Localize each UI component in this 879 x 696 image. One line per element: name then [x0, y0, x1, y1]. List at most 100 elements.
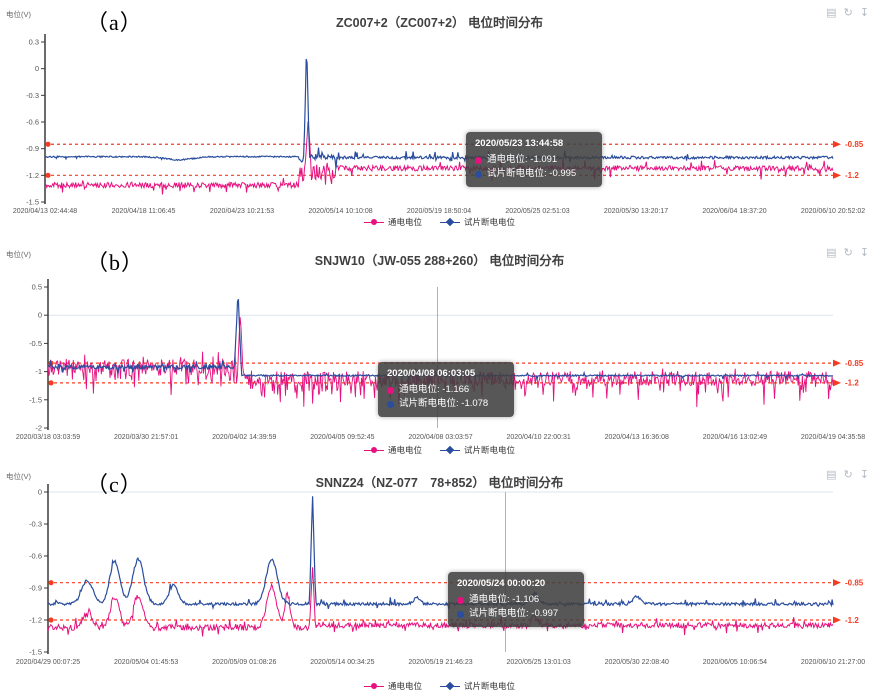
svg-text:-0.6: -0.6 — [26, 118, 39, 127]
svg-text:2020/04/18 11:06:45: 2020/04/18 11:06:45 — [112, 208, 176, 215]
chart-legend: 通电电位 试片断电电位 — [0, 444, 879, 456]
chart-toolbox: ▤ ↻ ↧ — [826, 248, 869, 259]
restore-icon[interactable]: ↻ — [843, 7, 853, 19]
svg-text:0.5: 0.5 — [32, 283, 42, 292]
svg-text:-0.9: -0.9 — [29, 584, 42, 593]
chart-tooltip: 2020/04/08 06:03:05 通电电位: -1.166 试片断电电位:… — [378, 362, 514, 418]
panel-letter: （a） — [86, 10, 143, 35]
chart-panel-c: 0 -0.3 -0.6 -0.9 -1.2 -1.5 -0.85 -1.2 2020/04/29… — [0, 462, 879, 696]
svg-text:-1.2: -1.2 — [26, 171, 39, 180]
chart-plot[interactable]: 0 -0.3 -0.6 -0.9 -1.2 -1.5 -0.85 -1.2 2020/04/29… — [0, 462, 879, 696]
chart-legend: 通电电位 试片断电电位 — [0, 680, 879, 692]
svg-text:2020/04/05 09:52:45: 2020/04/05 09:52:45 — [310, 434, 374, 441]
line-dot-marker-icon — [363, 446, 384, 455]
svg-text:2020/05/30 13:20:17: 2020/05/30 13:20:17 — [604, 208, 668, 215]
svg-text:2020/05/19 18:50:04: 2020/05/19 18:50:04 — [407, 208, 471, 215]
svg-text:2020/06/05 10:06:54: 2020/06/05 10:06:54 — [703, 659, 767, 666]
svg-text:2020/04/13 16:36:08: 2020/04/13 16:36:08 — [605, 434, 669, 441]
svg-text:2020/04/29 00:07:25: 2020/04/29 00:07:25 — [16, 659, 80, 666]
tooltip-row: 试片断电电位: -0.997 — [457, 607, 575, 622]
svg-text:-1.2: -1.2 — [845, 171, 859, 180]
svg-text:0.3: 0.3 — [29, 38, 39, 47]
svg-text:2020/05/04 01:45:53: 2020/05/04 01:45:53 — [114, 659, 178, 666]
line-diamond-marker-icon — [440, 445, 460, 455]
svg-text:-0.85: -0.85 — [845, 359, 864, 368]
svg-text:2020/06/10 20:52:02: 2020/06/10 20:52:02 — [801, 208, 865, 215]
svg-text:0: 0 — [38, 488, 42, 497]
svg-text:2020/04/19 04:35:58: 2020/04/19 04:35:58 — [801, 434, 865, 441]
svg-text:-1.5: -1.5 — [29, 395, 42, 404]
series-marker-icon — [387, 386, 394, 394]
svg-text:2020/06/04 18:37:20: 2020/06/04 18:37:20 — [702, 208, 766, 215]
series-marker-icon — [475, 171, 482, 179]
svg-text:2020/05/14 00:34:25: 2020/05/14 00:34:25 — [310, 659, 374, 666]
data-view-icon[interactable]: ▤ — [826, 247, 837, 259]
chart-panel-b: 0.5 0 -0.5 -1 -1.5 -2 -0.85 -1.2 2020/03/18 03:0… — [0, 240, 879, 462]
svg-text:-1.2: -1.2 — [29, 616, 42, 625]
tooltip-row: 试片断电电位: -1.078 — [387, 397, 505, 412]
line-diamond-marker-icon — [440, 681, 460, 691]
legend-item-on-potential[interactable]: 通电电位 — [363, 680, 422, 692]
svg-text:2020/05/30 22:08:40: 2020/05/30 22:08:40 — [605, 659, 669, 666]
series-marker-icon — [475, 156, 482, 164]
chart-title: SNNZ24（NZ-077 78+852） 电位时间分布 — [315, 476, 564, 490]
svg-text:-1: -1 — [35, 367, 42, 376]
chart-legend: 通电电位 试片断电电位 — [0, 216, 879, 228]
svg-text:2020/04/16 13:02:49: 2020/04/16 13:02:49 — [703, 434, 767, 441]
crosshair-line — [437, 287, 438, 428]
tooltip-timestamp: 2020/04/08 06:03:05 — [387, 368, 476, 379]
legend-item-off-potential[interactable]: 试片断电电位 — [440, 444, 515, 456]
panel-letter: （b） — [86, 250, 145, 275]
save-image-icon[interactable]: ↧ — [859, 7, 869, 19]
svg-text:2020/05/25 13:01:03: 2020/05/25 13:01:03 — [507, 659, 571, 666]
data-view-icon[interactable]: ▤ — [826, 469, 837, 481]
tooltip-row: 通电电位: -1.106 — [457, 593, 575, 608]
svg-text:0: 0 — [35, 64, 39, 73]
chart-plot[interactable]: 0.5 0 -0.5 -1 -1.5 -2 -0.85 -1.2 2020/03/18 03:0… — [0, 240, 879, 462]
svg-text:2020/04/10 22:00:31: 2020/04/10 22:00:31 — [507, 434, 571, 441]
chart-tooltip: 2020/05/23 13:44:58 通电电位: -1.091 试片断电电位:… — [466, 132, 602, 188]
svg-text:2020/04/08 03:03:57: 2020/04/08 03:03:57 — [408, 434, 472, 441]
svg-text:-0.6: -0.6 — [29, 552, 42, 561]
svg-text:2020/05/14 10:10:08: 2020/05/14 10:10:08 — [308, 208, 372, 215]
tooltip-row: 试片断电电位: -0.995 — [475, 167, 593, 182]
svg-text:-1.2: -1.2 — [845, 616, 859, 625]
svg-text:-0.9: -0.9 — [26, 144, 39, 153]
legend-item-off-potential[interactable]: 试片断电电位 — [440, 216, 515, 228]
restore-icon[interactable]: ↻ — [843, 247, 853, 259]
series-marker-icon — [457, 596, 464, 604]
chart-title: SNJW10（JW-055 288+260） 电位时间分布 — [314, 254, 565, 268]
y-axis-title: 电位(V) — [6, 10, 31, 19]
svg-text:2020/05/09 01:08:26: 2020/05/09 01:08:26 — [212, 659, 276, 666]
svg-text:-2: -2 — [35, 424, 42, 433]
panel-letter: （c） — [86, 472, 143, 497]
tooltip-row: 通电电位: -1.091 — [475, 153, 593, 168]
legend-item-on-potential[interactable]: 通电电位 — [363, 444, 422, 456]
legend-item-off-potential[interactable]: 试片断电电位 — [440, 680, 515, 692]
save-image-icon[interactable]: ↧ — [859, 247, 869, 259]
line-dot-marker-icon — [363, 682, 384, 691]
svg-text:2020/03/18 03:03:59: 2020/03/18 03:03:59 — [16, 434, 80, 441]
y-axis-title: 电位(V) — [6, 250, 31, 259]
data-view-icon[interactable]: ▤ — [826, 7, 837, 19]
svg-text:0: 0 — [38, 311, 42, 320]
svg-text:2020/04/23 10:21:53: 2020/04/23 10:21:53 — [210, 208, 274, 215]
svg-text:2020/04/13 02:44:48: 2020/04/13 02:44:48 — [13, 208, 77, 215]
series-marker-icon — [387, 401, 394, 409]
series-marker-icon — [457, 611, 464, 619]
svg-text:-1.5: -1.5 — [29, 648, 42, 657]
svg-text:2020/03/30 21:57:01: 2020/03/30 21:57:01 — [114, 434, 178, 441]
svg-text:-0.5: -0.5 — [29, 339, 42, 348]
y-axis-title: 电位(V) — [6, 472, 31, 481]
legend-item-on-potential[interactable]: 通电电位 — [363, 216, 422, 228]
chart-plot[interactable]: 0.3 0 -0.3 -0.6 -0.9 -1.2 -1.5 -0.85 -1.2 2020/04… — [0, 0, 879, 240]
chart-toolbox: ▤ ↻ ↧ — [826, 8, 869, 19]
svg-text:2020/05/25 02:51:03: 2020/05/25 02:51:03 — [505, 208, 569, 215]
tooltip-timestamp: 2020/05/24 00:00:20 — [457, 578, 546, 589]
svg-text:-0.85: -0.85 — [845, 578, 864, 587]
svg-text:-0.85: -0.85 — [845, 140, 864, 149]
save-image-icon[interactable]: ↧ — [859, 469, 869, 481]
svg-text:-1.5: -1.5 — [26, 198, 39, 207]
restore-icon[interactable]: ↻ — [843, 469, 853, 481]
svg-text:-0.3: -0.3 — [26, 91, 39, 100]
